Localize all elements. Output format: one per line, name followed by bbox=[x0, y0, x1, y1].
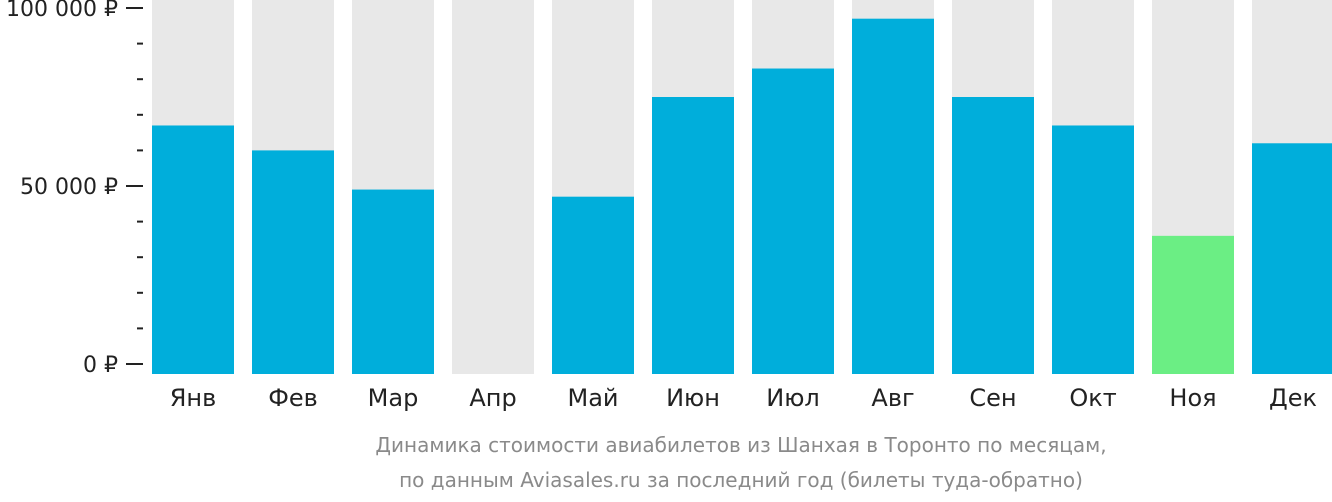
bar-background bbox=[452, 0, 534, 374]
x-tick-label: Сен bbox=[969, 384, 1016, 412]
bar-6 bbox=[652, 97, 734, 374]
chart-caption-line-1: Динамика стоимости авиабилетов из Шанхая… bbox=[375, 433, 1106, 457]
x-tick-label: Июл bbox=[766, 384, 820, 412]
x-tick-label: Апр bbox=[469, 384, 516, 412]
chart-caption-line-2: по данным Aviasales.ru за последний год … bbox=[399, 468, 1083, 492]
y-tick-label: 100 000 ₽ bbox=[6, 0, 118, 22]
bar-2 bbox=[252, 150, 334, 374]
bar-11 bbox=[1152, 235, 1234, 374]
y-tick-label: 0 ₽ bbox=[83, 353, 118, 378]
x-tick-label: Авг bbox=[871, 384, 914, 412]
x-tick-label: Янв bbox=[170, 384, 217, 412]
bar-9 bbox=[952, 97, 1034, 374]
bar-5 bbox=[552, 196, 634, 374]
x-tick-label: Май bbox=[567, 384, 618, 412]
x-axis: Янв Фев Мар Апр Май Июн Июл Авг Сен Окт Ноя Дек bbox=[170, 384, 1317, 412]
y-axis: 0 ₽ 50 000 ₽ 100 000 ₽ bbox=[6, 0, 143, 378]
bar-1 bbox=[152, 125, 234, 374]
x-tick-label: Июн bbox=[666, 384, 720, 412]
x-tick-label: Дек bbox=[1269, 384, 1317, 412]
bar-8 bbox=[852, 18, 934, 375]
bar-12 bbox=[1252, 143, 1332, 374]
y-tick-label: 50 000 ₽ bbox=[20, 175, 118, 200]
bar-3 bbox=[352, 189, 434, 374]
x-tick-label: Фев bbox=[268, 384, 318, 412]
x-tick-label: Мар bbox=[368, 384, 419, 412]
x-tick-label: Ноя bbox=[1169, 384, 1216, 412]
bar-7 bbox=[752, 68, 834, 375]
x-tick-label: Окт bbox=[1069, 384, 1116, 412]
bars bbox=[152, 18, 1332, 375]
bar-10 bbox=[1052, 125, 1134, 374]
